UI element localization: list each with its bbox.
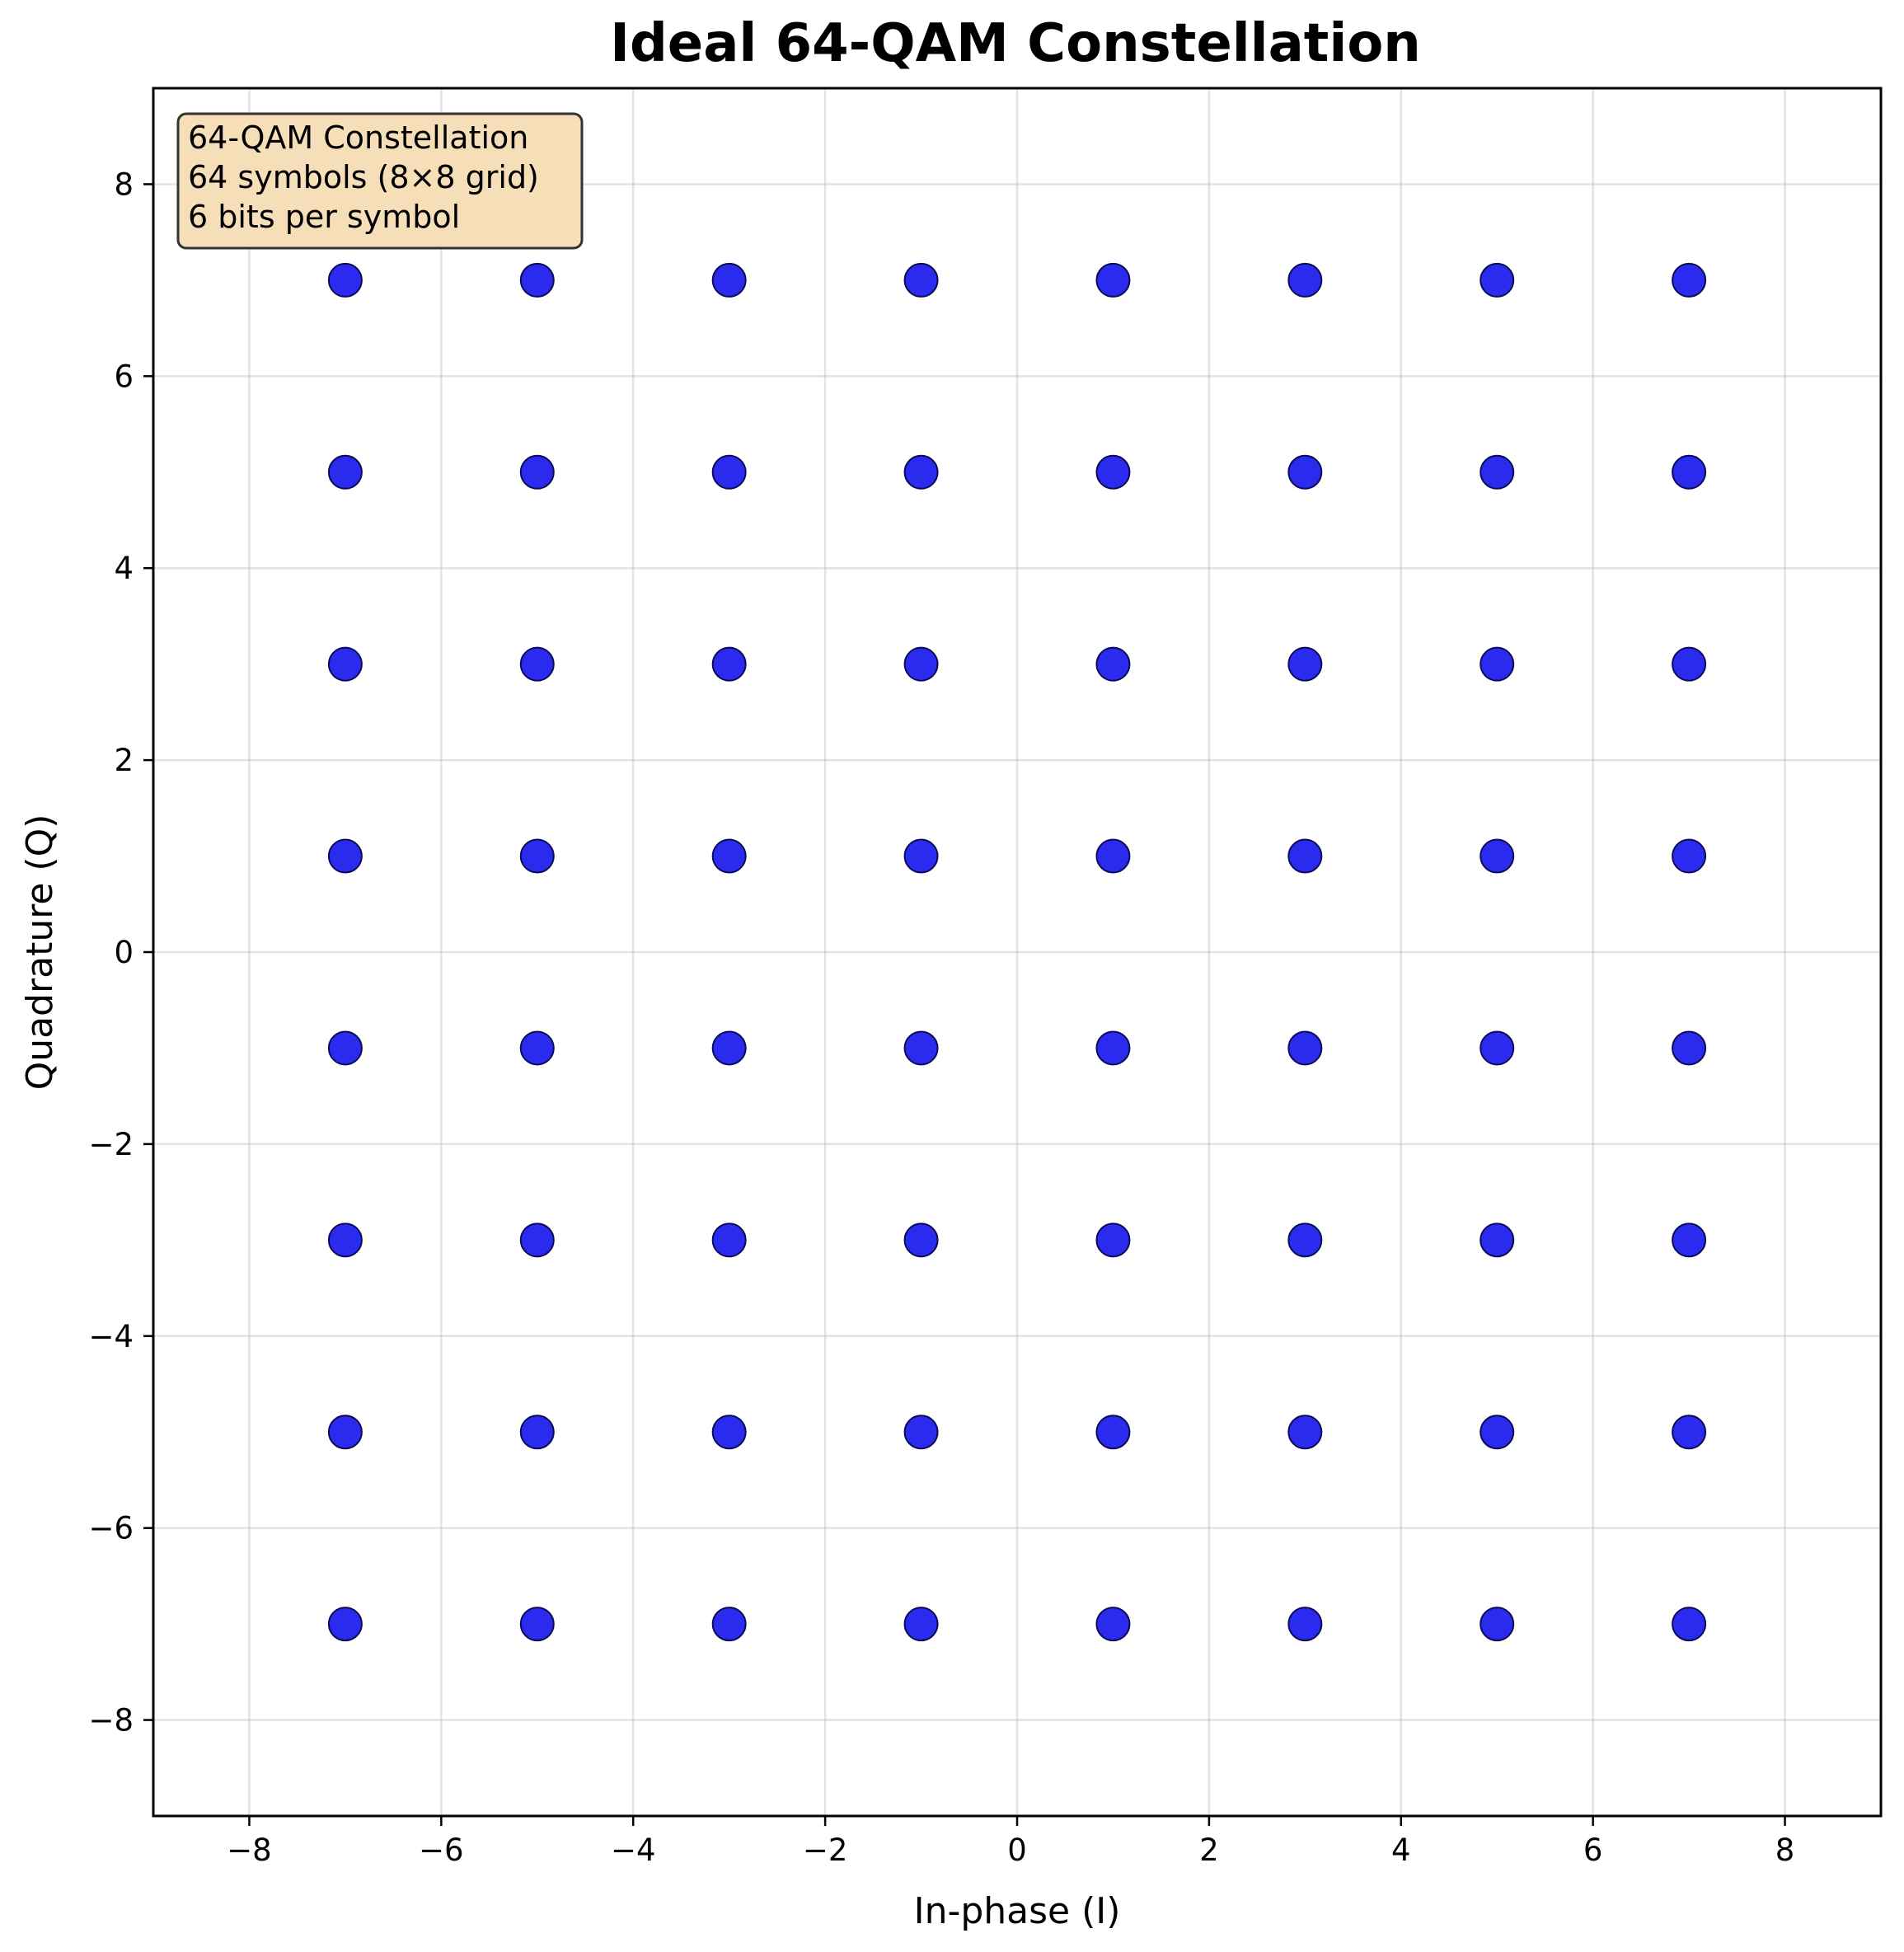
constellation-point xyxy=(327,1222,363,1258)
y-tick-label: 4 xyxy=(114,551,134,586)
constellation-point xyxy=(327,1030,363,1066)
constellation-point xyxy=(711,838,747,874)
constellation-point xyxy=(903,1607,939,1642)
constellation-point xyxy=(903,454,939,490)
constellation-point xyxy=(711,1222,747,1258)
y-tick-label: −2 xyxy=(88,1127,134,1162)
constellation-point xyxy=(519,262,555,298)
x-axis-ticks: −8 −6 −4 −2 0 2 4 6 8 xyxy=(227,1816,1794,1868)
constellation-point xyxy=(711,1415,747,1450)
constellation-point xyxy=(1287,1607,1323,1642)
constellation-point xyxy=(1480,454,1515,490)
x-tick-label: 4 xyxy=(1391,1832,1411,1868)
constellation-point xyxy=(1672,838,1707,874)
info-box-background xyxy=(176,112,584,250)
constellation-point xyxy=(903,1030,939,1066)
x-tick-label: 8 xyxy=(1775,1832,1795,1868)
y-axis-label: Quadrature (Q) xyxy=(19,814,61,1091)
y-tick-label: 0 xyxy=(114,935,134,970)
constellation-point xyxy=(903,646,939,682)
constellation-point xyxy=(1287,646,1323,682)
constellation-point xyxy=(519,1415,555,1450)
constellation-point xyxy=(1095,1030,1131,1066)
constellation-point xyxy=(1095,1415,1131,1450)
x-tick-label: −8 xyxy=(227,1832,272,1868)
constellation-point xyxy=(903,1222,939,1258)
constellation-point xyxy=(519,1222,555,1258)
constellation-point xyxy=(1480,262,1515,298)
constellation-point xyxy=(903,838,939,874)
x-tick-label: −6 xyxy=(419,1832,464,1868)
constellation-point xyxy=(1480,1222,1515,1258)
constellation-point xyxy=(903,1415,939,1450)
constellation-point xyxy=(903,262,939,298)
x-tick-label: −2 xyxy=(803,1832,848,1868)
constellation-point xyxy=(1672,1030,1707,1066)
constellation-point xyxy=(519,838,555,874)
constellation-point xyxy=(327,454,363,490)
constellation-point xyxy=(1095,454,1131,490)
y-axis-ticks: −8 −6 −4 −2 0 2 4 6 8 xyxy=(88,167,153,1738)
constellation-point xyxy=(327,1607,363,1642)
constellation-point xyxy=(1287,454,1323,490)
constellation-point xyxy=(519,1607,555,1642)
constellation-point xyxy=(1095,1607,1131,1642)
constellation-point xyxy=(1672,262,1707,298)
x-tick-label: 2 xyxy=(1199,1832,1219,1868)
constellation-point xyxy=(1287,1222,1323,1258)
constellation-point xyxy=(1480,838,1515,874)
constellation-point xyxy=(327,1415,363,1450)
constellation-point xyxy=(327,646,363,682)
info-line-2: 64 symbols (8×8 grid) xyxy=(188,159,539,195)
y-tick-label: 2 xyxy=(114,743,134,778)
x-tick-label: −4 xyxy=(611,1832,656,1868)
constellation-point xyxy=(1672,1607,1707,1642)
constellation-point xyxy=(1287,1415,1323,1450)
constellation-point xyxy=(711,454,747,490)
constellation-point xyxy=(1095,262,1131,298)
grid xyxy=(153,88,1881,1816)
constellation-point xyxy=(1672,1415,1707,1450)
constellation-point xyxy=(1672,454,1707,490)
y-tick-label: 6 xyxy=(114,359,134,394)
constellation-point xyxy=(711,646,747,682)
constellation-point xyxy=(1672,1222,1707,1258)
constellation-point xyxy=(1480,1607,1515,1642)
chart-title: Ideal 64-QAM Constellation xyxy=(610,13,1421,74)
constellation-point xyxy=(327,262,363,298)
constellation-point xyxy=(1672,646,1707,682)
constellation-point xyxy=(1287,262,1323,298)
x-axis-label: In-phase (I) xyxy=(914,1890,1121,1932)
constellation-point xyxy=(1095,838,1131,874)
constellation-point xyxy=(711,262,747,298)
constellation-point xyxy=(1095,1222,1131,1258)
y-tick-label: 8 xyxy=(114,167,134,202)
constellation-point xyxy=(519,646,555,682)
y-tick-label: −6 xyxy=(88,1511,134,1546)
constellation-point xyxy=(1480,1030,1515,1066)
info-box: 64-QAM Constellation 64 symbols (8×8 gri… xyxy=(176,112,584,250)
constellation-point xyxy=(1095,646,1131,682)
info-line-1: 64-QAM Constellation xyxy=(188,120,528,156)
constellation-point xyxy=(711,1607,747,1642)
constellation-point xyxy=(519,454,555,490)
constellation-points xyxy=(327,262,1707,1642)
constellation-point xyxy=(327,838,363,874)
constellation-point xyxy=(519,1030,555,1066)
y-tick-label: −4 xyxy=(88,1319,134,1354)
constellation-point xyxy=(1287,1030,1323,1066)
constellation-point xyxy=(1480,1415,1515,1450)
x-tick-label: 0 xyxy=(1007,1832,1027,1868)
constellation-point xyxy=(1480,646,1515,682)
constellation-point xyxy=(711,1030,747,1066)
constellation-point xyxy=(1287,838,1323,874)
info-line-3: 6 bits per symbol xyxy=(188,199,460,235)
x-tick-label: 6 xyxy=(1583,1832,1603,1868)
y-tick-label: −8 xyxy=(88,1703,134,1738)
